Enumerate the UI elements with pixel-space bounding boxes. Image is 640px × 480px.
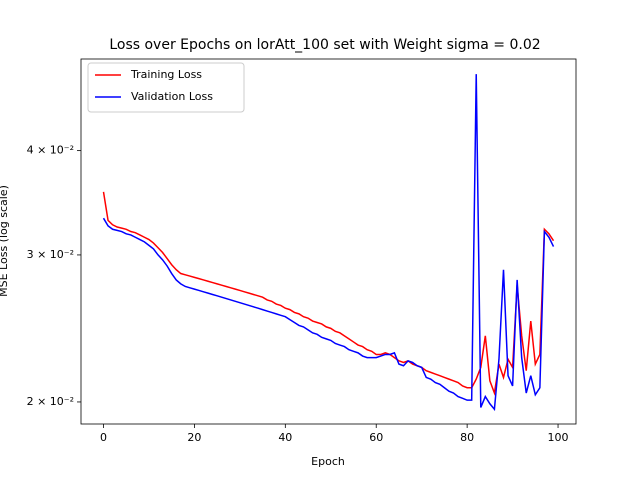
legend-label: Validation Loss <box>131 90 213 103</box>
x-tick-label: 100 <box>548 431 569 444</box>
x-axis-label: Epoch <box>311 455 345 468</box>
line-series <box>102 191 555 396</box>
x-tick-label: 40 <box>278 431 292 444</box>
y-axis-label: MSE Loss (log scale) <box>0 185 10 297</box>
x-tick-label: 0 <box>100 431 107 444</box>
plot-frame <box>80 58 577 425</box>
legend-label: Training Loss <box>130 68 202 81</box>
line-series <box>102 74 555 412</box>
legend-box <box>87 62 245 113</box>
y-tick-label: 2 × 10⁻² <box>27 395 74 408</box>
chart-title: Loss over Epochs on lorAtt_100 set with … <box>109 37 540 53</box>
y-tick-label: 4 × 10⁻² <box>27 144 74 157</box>
x-tick-label: 80 <box>460 431 474 444</box>
x-tick-label: 60 <box>369 431 383 444</box>
x-tick-label: 20 <box>187 431 201 444</box>
y-tick-label: 3 × 10⁻² <box>27 248 74 261</box>
